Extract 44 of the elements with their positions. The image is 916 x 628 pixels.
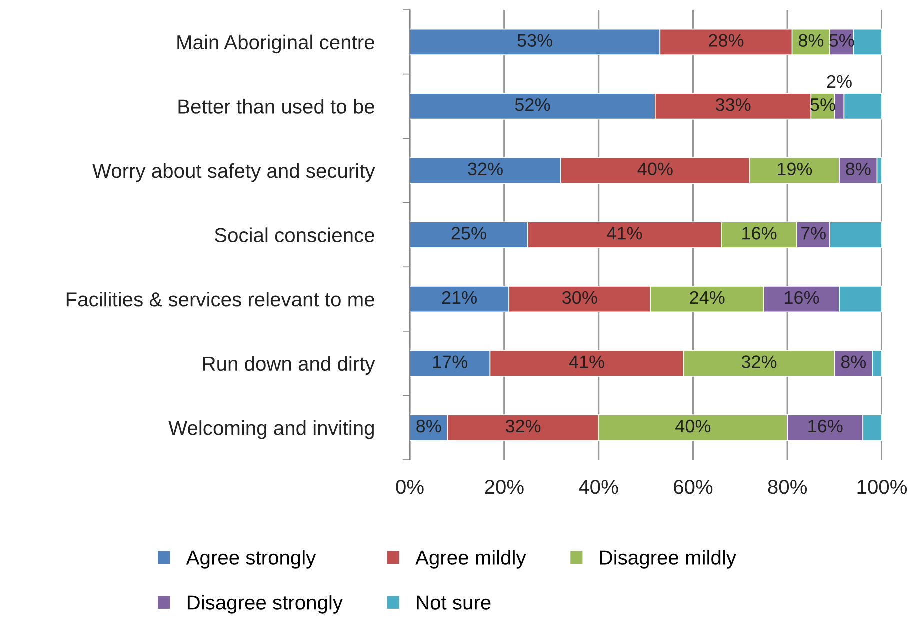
data-label: 41%: [569, 356, 604, 368]
data-label: 41%: [607, 227, 642, 240]
data-label: 24%: [690, 291, 725, 304]
data-label: 8%: [798, 34, 824, 47]
data-label: 2%: [827, 75, 852, 88]
data-label: 33%: [716, 98, 751, 112]
y-tick-label: Social conscience: [215, 228, 374, 242]
x-tick-label: 40%: [579, 480, 618, 494]
legend-label: Disagree strongly: [188, 595, 343, 614]
legend-label: Agree mildly: [416, 550, 526, 569]
data-label: 21%: [442, 291, 477, 304]
y-tick-label: Facilities & services relevant to me: [66, 292, 374, 307]
data-label: 32%: [468, 162, 503, 176]
data-label: 32%: [742, 356, 777, 368]
x-tick-label: 80%: [768, 480, 808, 494]
data-label: 52%: [515, 98, 550, 112]
data-label: 8%: [841, 356, 866, 368]
data-label: 7%: [801, 227, 826, 240]
x-tick-label: 60%: [674, 480, 713, 494]
data-label: 8%: [846, 162, 871, 176]
data-label: 53%: [518, 34, 553, 47]
x-tick-label: 100%: [858, 480, 908, 494]
data-label: 17%: [433, 356, 468, 368]
data-label: 16%: [785, 291, 820, 304]
y-tick-label: Worry about safety and security: [92, 163, 376, 182]
y-tick-label: Better than used to be: [178, 99, 374, 114]
data-label: 19%: [778, 162, 812, 176]
data-label: 8%: [416, 420, 442, 433]
legend-label: Agree strongly: [186, 550, 316, 569]
legend-label: Not sure: [417, 596, 491, 610]
data-label: 16%: [742, 227, 777, 240]
y-tick-label: Main Aboriginal centre: [178, 34, 374, 54]
y-tick-label: Run down and dirty: [203, 356, 376, 376]
y-tick-label: Welcoming and inviting: [168, 420, 374, 440]
data-label: 40%: [638, 162, 673, 176]
x-tick-label: 20%: [485, 480, 524, 494]
x-tick-label: 0%: [396, 480, 424, 494]
legend-label: Disagree mildly: [600, 550, 736, 569]
data-label: 30%: [562, 291, 598, 304]
data-label: 40%: [676, 420, 711, 433]
data-label: 16%: [808, 420, 843, 433]
data-label: 28%: [709, 34, 744, 47]
data-label: 25%: [452, 227, 486, 240]
data-label: 32%: [506, 420, 541, 433]
